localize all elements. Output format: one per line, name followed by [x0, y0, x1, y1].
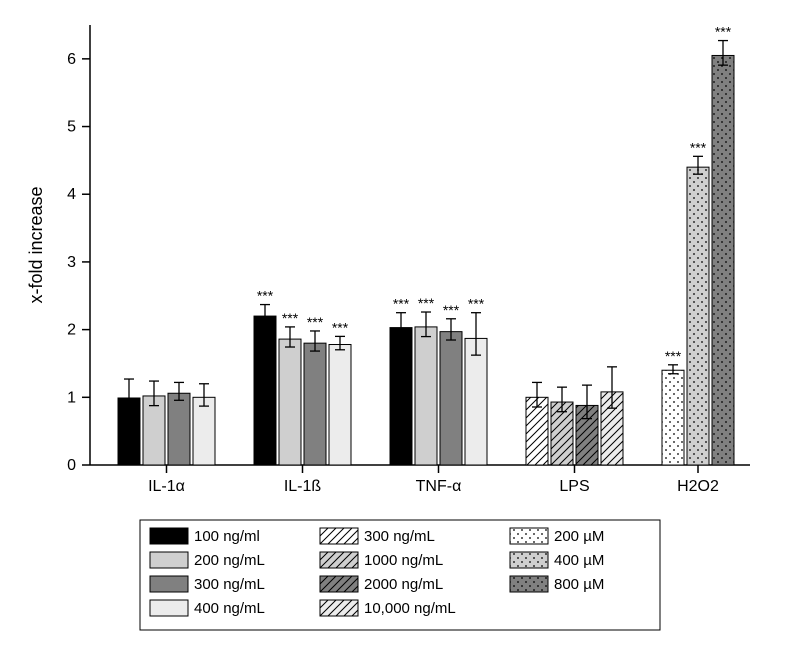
svg-text:5: 5	[67, 119, 76, 136]
legend-swatch	[510, 528, 548, 544]
svg-text:***: ***	[393, 296, 410, 312]
bar	[304, 343, 326, 465]
svg-text:H2O2: H2O2	[677, 478, 719, 495]
bar	[415, 327, 437, 465]
svg-text:***: ***	[715, 24, 732, 40]
svg-text:***: ***	[257, 288, 274, 304]
bar	[662, 370, 684, 465]
legend-label: 800 µM	[554, 576, 604, 593]
legend-swatch	[150, 528, 188, 544]
legend-label: 100 ng/ml	[194, 528, 260, 545]
bar	[329, 345, 351, 465]
svg-text:6: 6	[67, 51, 76, 68]
bar	[254, 316, 276, 465]
svg-text:TNF-α: TNF-α	[416, 478, 462, 495]
legend-label: 200 µM	[554, 528, 604, 545]
bar	[143, 396, 165, 465]
svg-text:2: 2	[67, 322, 76, 339]
legend-swatch	[150, 552, 188, 568]
bar	[193, 397, 215, 465]
svg-text:***: ***	[282, 310, 299, 326]
svg-text:***: ***	[690, 139, 707, 155]
svg-text:4: 4	[67, 186, 76, 203]
legend-label: 400 ng/mL	[194, 600, 265, 617]
svg-text:1: 1	[67, 389, 76, 406]
legend-swatch	[320, 528, 358, 544]
legend-swatch	[320, 600, 358, 616]
svg-text:IL-1α: IL-1α	[148, 478, 185, 495]
svg-text:***: ***	[307, 314, 324, 330]
legend-label: 1000 ng/mL	[364, 552, 443, 569]
svg-text:***: ***	[665, 348, 682, 364]
legend-label: 300 ng/mL	[364, 528, 435, 545]
legend-label: 2000 ng/mL	[364, 576, 443, 593]
bar	[168, 393, 190, 465]
bar	[390, 328, 412, 465]
legend-swatch	[150, 600, 188, 616]
svg-text:***: ***	[443, 302, 460, 318]
bar	[279, 339, 301, 465]
chart-svg: 0 1 2 3 4 5 6 x-fold increase IL-1α *** *** *** *** I…	[0, 0, 785, 655]
bar	[465, 338, 487, 465]
legend-swatch	[510, 576, 548, 592]
legend-swatch	[150, 576, 188, 592]
svg-text:***: ***	[332, 319, 349, 335]
svg-text:LPS: LPS	[559, 478, 589, 495]
svg-text:***: ***	[468, 296, 485, 312]
svg-text:x-fold increase: x-fold increase	[26, 186, 46, 303]
legend-label: 400 µM	[554, 552, 604, 569]
legend-label: 200 ng/mL	[194, 552, 265, 569]
bar	[712, 55, 734, 465]
legend-swatch	[320, 552, 358, 568]
svg-text:IL-1ß: IL-1ß	[284, 478, 322, 495]
svg-text:0: 0	[67, 457, 76, 474]
legend-label: 300 ng/mL	[194, 576, 265, 593]
legend-swatch	[320, 576, 358, 592]
bar	[687, 167, 709, 465]
svg-text:3: 3	[67, 254, 76, 271]
bar	[440, 332, 462, 465]
legend-swatch	[510, 552, 548, 568]
svg-text:***: ***	[418, 295, 435, 311]
legend-label: 10,000 ng/mL	[364, 600, 456, 617]
